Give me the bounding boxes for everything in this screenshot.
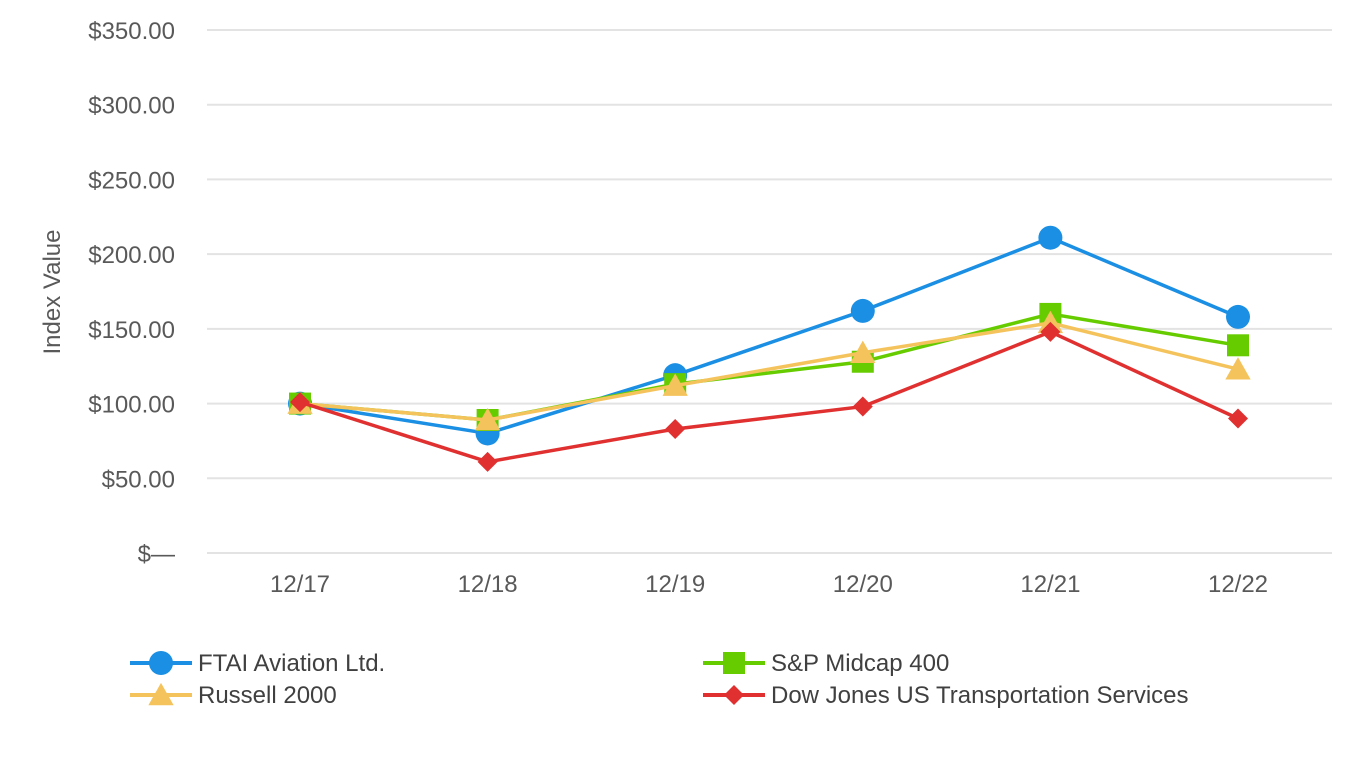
x-tick-label: 12/19 (645, 571, 705, 598)
x-tick-label: 12/22 (1208, 571, 1268, 598)
y-tick-label: $100.00 (88, 392, 175, 419)
legend-marker (149, 651, 173, 675)
data-point-marker (1228, 408, 1248, 429)
y-tick-label: $50.00 (102, 466, 175, 493)
legend-item: Russell 2000 (130, 682, 337, 709)
data-point-marker (850, 340, 876, 364)
data-point-marker (850, 298, 875, 323)
legend-label: FTAI Aviation Ltd. (198, 650, 385, 677)
data-point-marker (477, 451, 498, 472)
x-tick-label: 12/21 (1020, 571, 1080, 598)
x-axis-ticks: 12/17 12/18 12/19 12/20 12/21 12/22 (270, 571, 1268, 598)
y-tick-label: $250.00 (88, 167, 175, 194)
x-tick-label: 12/17 (270, 571, 330, 598)
legend-marker (148, 682, 174, 706)
data-point-marker (474, 407, 501, 431)
series-line (299, 330, 1239, 464)
y-tick-label: $300.00 (88, 93, 175, 120)
series-line (299, 235, 1239, 436)
data-point-marker (1038, 225, 1063, 250)
legend-label: Russell 2000 (198, 682, 337, 709)
data-point-marker (1225, 357, 1251, 380)
x-tick-label: 12/20 (833, 571, 893, 598)
data-point-marker (1227, 334, 1249, 357)
legend-label: S&P Midcap 400 (771, 650, 949, 677)
data-point-marker (665, 418, 686, 439)
data-point-marker (852, 396, 873, 417)
gridlines (207, 29, 1332, 554)
y-tick-label: $200.00 (88, 242, 175, 269)
y-tick-label: $350.00 (88, 18, 175, 45)
series-diamond (290, 321, 1248, 472)
data-point-marker (290, 392, 310, 413)
y-axis-ticks: $— $50.00 $100.00 $150.00 $200.00 $250.00 $300… (88, 18, 175, 568)
y-axis-title: Index Value (39, 230, 66, 355)
legend-marker (723, 652, 745, 674)
legend-item: Dow Jones US Transportation Services (703, 682, 1189, 709)
legend-marker (724, 685, 744, 705)
data-point-marker (1040, 321, 1061, 342)
x-tick-label: 12/18 (458, 571, 518, 598)
legend-item: FTAI Aviation Ltd. (130, 650, 385, 677)
legend-item: S&P Midcap 400 (703, 650, 949, 677)
data-point-marker (1226, 304, 1250, 329)
legend-label: Dow Jones US Transportation Services (771, 682, 1189, 709)
series-line (299, 321, 1239, 422)
y-tick-label: $150.00 (88, 317, 175, 344)
series-lines (287, 225, 1251, 472)
y-tick-label: $— (138, 541, 175, 568)
series-square (289, 302, 1249, 432)
legend: FTAI Aviation Ltd. S&P Midcap 400 Russell … (130, 650, 1189, 709)
data-point-marker (662, 373, 688, 396)
